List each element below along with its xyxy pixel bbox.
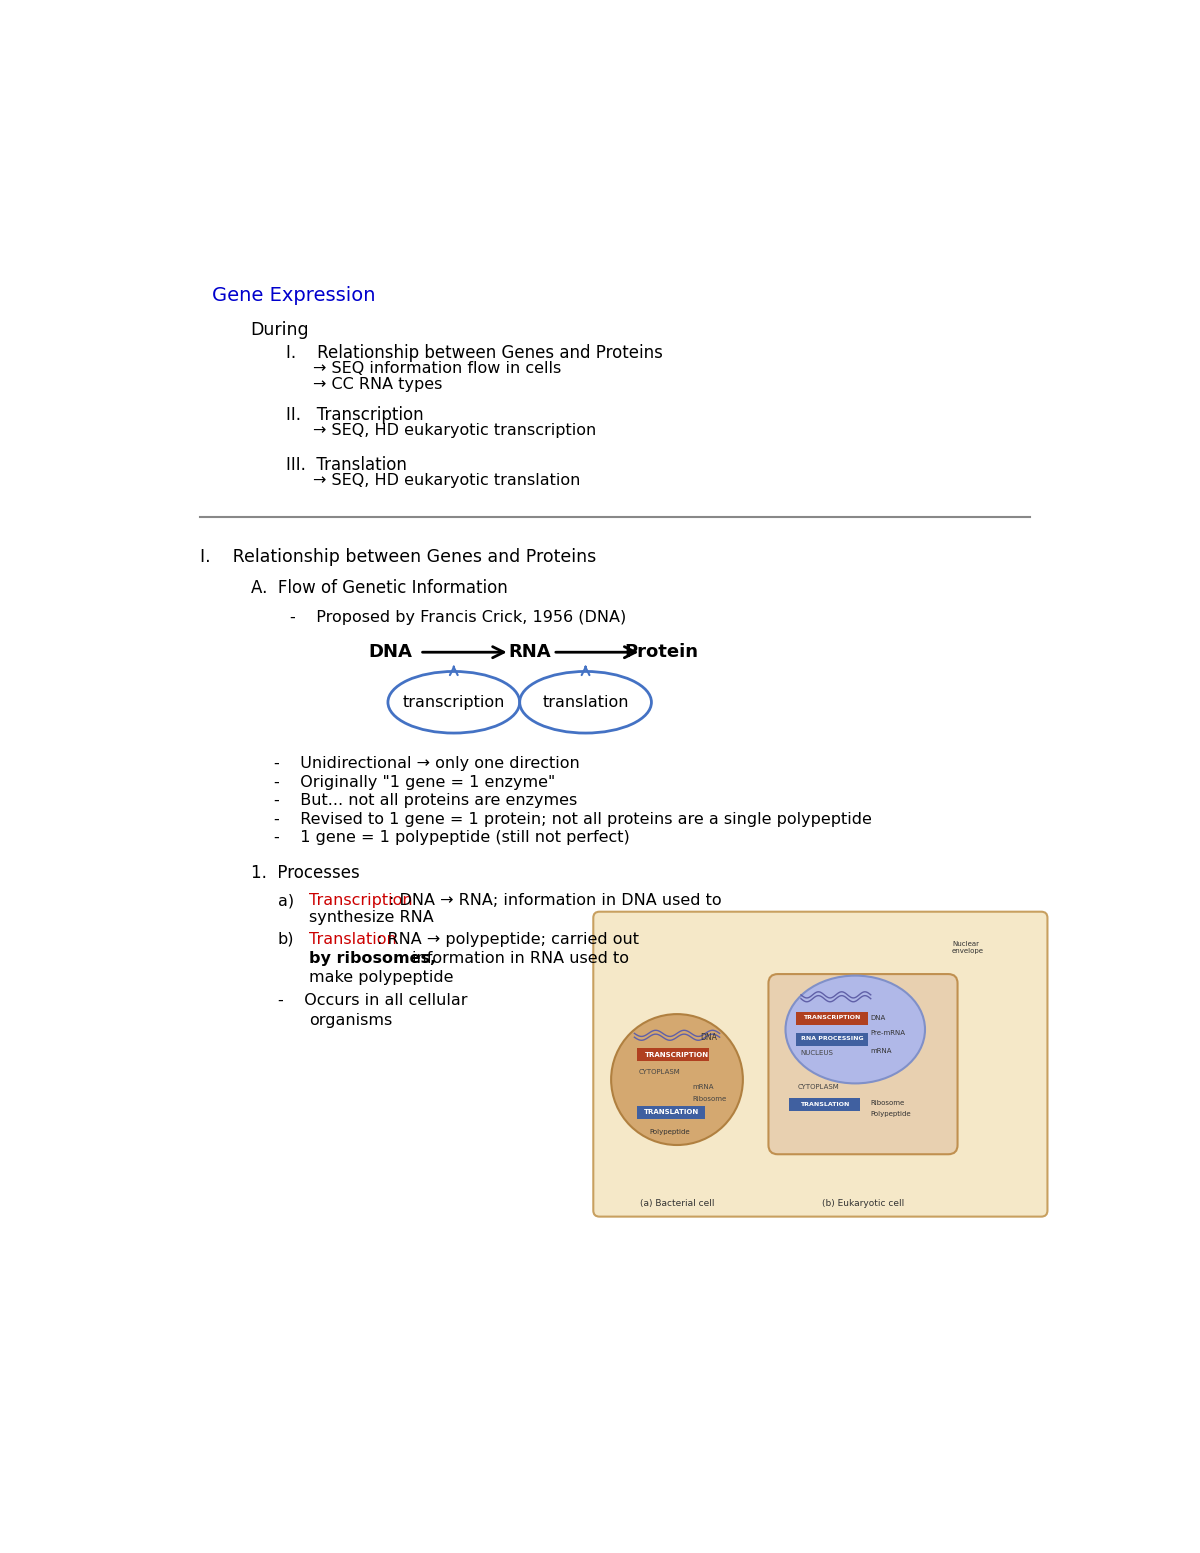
Text: RNA PROCESSING: RNA PROCESSING [800, 1036, 863, 1041]
Text: make polypeptide: make polypeptide [308, 971, 454, 985]
Text: -    But... not all proteins are enzymes: - But... not all proteins are enzymes [274, 794, 577, 808]
FancyBboxPatch shape [797, 1033, 868, 1045]
Text: transcription: transcription [403, 694, 505, 710]
Text: translation: translation [542, 694, 629, 710]
Text: → CC RNA types: → CC RNA types [313, 377, 442, 393]
Text: (a) Bacterial cell: (a) Bacterial cell [640, 1199, 714, 1208]
Text: -    Proposed by Francis Crick, 1956 (DNA): - Proposed by Francis Crick, 1956 (DNA) [289, 610, 625, 624]
Text: mRNA: mRNA [692, 1084, 714, 1090]
Text: (b) Eukaryotic cell: (b) Eukaryotic cell [822, 1199, 904, 1208]
Text: TRANSCRIPTION: TRANSCRIPTION [803, 1016, 860, 1020]
Text: CYTOPLASM: CYTOPLASM [638, 1068, 680, 1075]
Text: I.    Relationship between Genes and Proteins: I. Relationship between Genes and Protei… [200, 548, 596, 567]
Text: → SEQ, HD eukaryotic translation: → SEQ, HD eukaryotic translation [313, 472, 580, 488]
Text: NUCLEUS: NUCLEUS [800, 1050, 833, 1056]
Text: Polypeptide: Polypeptide [649, 1129, 690, 1135]
Text: Ribosome: Ribosome [692, 1096, 727, 1101]
Text: Translation: Translation [308, 932, 397, 947]
Text: Polypeptide: Polypeptide [871, 1112, 911, 1117]
Text: TRANSCRIPTION: TRANSCRIPTION [644, 1051, 709, 1058]
FancyBboxPatch shape [637, 1048, 709, 1061]
Text: : DNA → RNA; information in DNA used to: : DNA → RNA; information in DNA used to [389, 893, 722, 909]
Text: -    Occurs in all cellular: - Occurs in all cellular [278, 994, 467, 1008]
Text: DNA: DNA [368, 643, 412, 662]
Text: DNA: DNA [701, 1033, 718, 1042]
Text: I.    Relationship between Genes and Proteins: I. Relationship between Genes and Protei… [286, 345, 662, 362]
Text: -    Revised to 1 gene = 1 protein; not all proteins are a single polypeptide: - Revised to 1 gene = 1 protein; not all… [274, 812, 872, 826]
Text: Protein: Protein [624, 643, 698, 662]
Text: -    Originally "1 gene = 1 enzyme": - Originally "1 gene = 1 enzyme" [274, 775, 556, 789]
Text: Ribosome: Ribosome [871, 1100, 905, 1106]
FancyBboxPatch shape [593, 912, 1048, 1216]
Text: 1.  Processes: 1. Processes [251, 863, 360, 882]
Text: CYTOPLASM: CYTOPLASM [797, 1084, 839, 1090]
Text: Gene Expression: Gene Expression [212, 286, 376, 306]
Text: -    1 gene = 1 polypeptide (still not perfect): - 1 gene = 1 polypeptide (still not perf… [274, 831, 630, 845]
Text: III.  Translation: III. Translation [286, 457, 407, 474]
FancyBboxPatch shape [788, 1098, 860, 1110]
Text: organisms: organisms [308, 1013, 392, 1028]
Text: A.  Flow of Genetic Information: A. Flow of Genetic Information [251, 579, 508, 596]
Ellipse shape [611, 1014, 743, 1145]
Text: TRANSLATION: TRANSLATION [644, 1109, 700, 1115]
FancyBboxPatch shape [637, 1106, 704, 1118]
Text: RNA: RNA [509, 643, 551, 662]
FancyBboxPatch shape [768, 974, 958, 1154]
Text: During: During [251, 321, 310, 339]
Text: DNA: DNA [871, 1016, 886, 1020]
Text: Nuclear
envelope: Nuclear envelope [952, 941, 984, 954]
Text: TRANSLATION: TRANSLATION [799, 1101, 848, 1107]
FancyBboxPatch shape [797, 1013, 868, 1025]
Text: synthesize RNA: synthesize RNA [308, 910, 433, 926]
Text: : RNA → polypeptide; carried out: : RNA → polypeptide; carried out [377, 932, 638, 947]
Text: a): a) [278, 893, 294, 909]
Text: information in RNA used to: information in RNA used to [412, 950, 629, 966]
Text: -    Unidirectional → only one direction: - Unidirectional → only one direction [274, 756, 580, 772]
Text: → SEQ information flow in cells: → SEQ information flow in cells [313, 362, 562, 376]
Text: b): b) [278, 932, 294, 947]
Text: Transcription: Transcription [308, 893, 413, 909]
Text: mRNA: mRNA [871, 1048, 893, 1054]
Text: Pre-mRNA: Pre-mRNA [871, 1030, 906, 1036]
Ellipse shape [786, 975, 925, 1084]
Text: → SEQ, HD eukaryotic transcription: → SEQ, HD eukaryotic transcription [313, 422, 596, 438]
Text: II.   Transcription: II. Transcription [286, 405, 424, 424]
Text: by ribosomes,: by ribosomes, [308, 950, 442, 966]
